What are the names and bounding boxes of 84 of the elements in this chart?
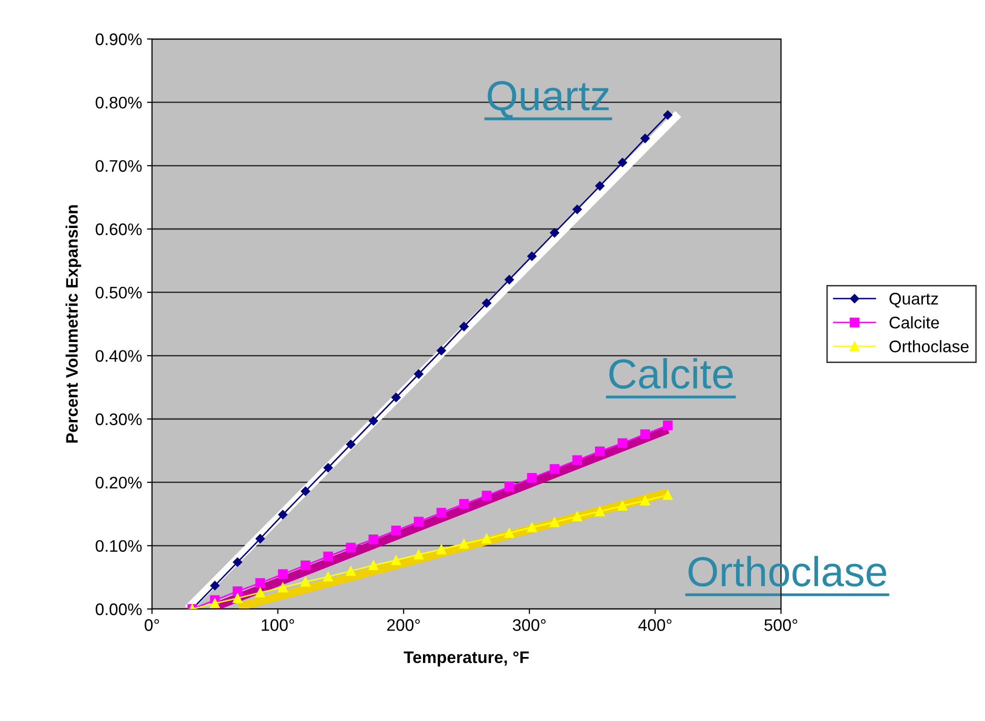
point (482, 490, 492, 500)
point (210, 580, 220, 590)
point (232, 558, 242, 567)
point (391, 555, 401, 566)
point (595, 181, 604, 191)
point (640, 134, 650, 144)
point (527, 252, 537, 261)
x-tick-label: 0° (144, 619, 159, 631)
x-tick-label: 100° (262, 619, 294, 631)
point (662, 490, 673, 500)
point (368, 534, 378, 544)
point (572, 512, 582, 522)
point (482, 298, 492, 308)
point (436, 346, 446, 356)
point (572, 455, 582, 466)
x-tick-label: 500° (764, 619, 798, 631)
point (594, 506, 605, 516)
point (368, 560, 378, 570)
point (300, 576, 310, 587)
point (663, 110, 672, 120)
point (662, 420, 673, 430)
y-tick-label: 0.60% (96, 223, 142, 236)
point (594, 446, 605, 456)
point (640, 496, 650, 506)
point (278, 569, 288, 580)
point (504, 528, 514, 538)
point (618, 500, 628, 511)
point (572, 204, 582, 214)
y-axis-title: Percent Volumetric Expansion (66, 205, 82, 443)
point (232, 586, 242, 596)
legend-label: Calcite (890, 316, 939, 328)
point (232, 593, 242, 604)
x-tick-label: 200° (387, 619, 420, 631)
point (527, 522, 537, 532)
y-tick-label: 0.50% (96, 286, 142, 299)
point (346, 440, 356, 449)
y-tick-label: 0.40% (96, 350, 142, 362)
x-tick-label: 300° (512, 619, 546, 631)
point (323, 552, 333, 562)
point (256, 534, 265, 544)
point (459, 322, 469, 332)
point (459, 538, 469, 549)
x-tick-label: 400° (638, 619, 672, 631)
point (368, 416, 378, 426)
point (527, 473, 537, 483)
y-tick-label: 0.00% (96, 603, 142, 616)
point (436, 508, 446, 518)
point (210, 598, 220, 608)
legend-label: Orthoclase (890, 340, 969, 352)
point (323, 463, 333, 472)
point (323, 572, 333, 582)
legend-label: Quartz (890, 292, 938, 308)
point (346, 566, 356, 576)
y-tick-label: 0.10% (96, 540, 142, 552)
point (482, 534, 492, 544)
point (414, 550, 424, 560)
point (504, 482, 514, 492)
point (618, 158, 628, 168)
point (459, 499, 469, 509)
point (550, 228, 560, 238)
point (278, 582, 288, 592)
point (550, 464, 560, 474)
point (391, 526, 401, 536)
point (391, 392, 401, 402)
point (550, 517, 560, 528)
point (414, 369, 424, 379)
point (278, 510, 288, 520)
point (300, 486, 310, 496)
annotation: Calcite (609, 358, 733, 389)
point (504, 275, 514, 284)
point (414, 516, 424, 526)
y-tick-label: 0.20% (96, 476, 142, 489)
point (300, 560, 310, 570)
point (618, 438, 628, 448)
y-tick-label: 0.30% (96, 413, 142, 426)
y-tick-label: 0.70% (96, 160, 142, 172)
x-axis-title: Temperature, °F (404, 651, 529, 666)
point (255, 578, 266, 588)
point (346, 542, 356, 552)
point (255, 588, 266, 598)
point (640, 429, 650, 440)
y-tick-label: 0.80% (96, 96, 142, 109)
point (436, 544, 446, 554)
y-tick-label: 0.90% (96, 33, 142, 46)
